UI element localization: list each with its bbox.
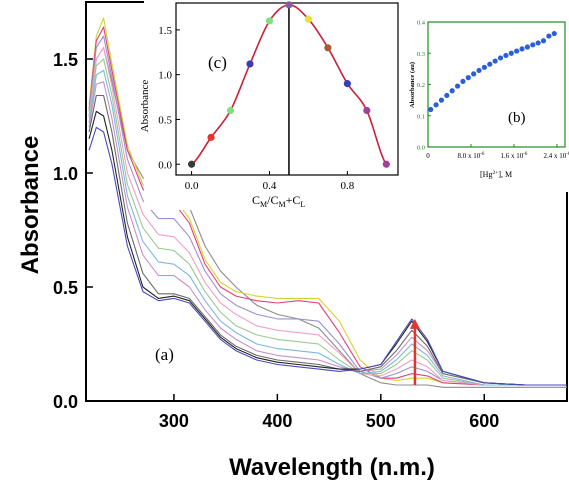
x-tick-label: 400 (262, 411, 292, 431)
inset-b-points (428, 30, 557, 113)
inset-b-point (497, 55, 504, 61)
y-tick-label: 0.0 (53, 392, 78, 412)
panel-label-a: (a) (155, 345, 174, 364)
inset-c-point (187, 160, 196, 168)
y-tick-label: 0.5 (53, 278, 78, 298)
spectrum-series-2 (88, 17, 567, 386)
inset-b-x-tick-label: 1.6 x 10-6 (500, 152, 527, 160)
inset-c-point (246, 60, 254, 68)
inset-b-point (433, 102, 439, 108)
inset-c-point (285, 1, 293, 9)
spectrum-series-6 (88, 58, 567, 386)
inset-b-x-tick-label: 2.4 x 10-6 (543, 152, 569, 160)
inset-b-point (514, 48, 520, 54)
inset-c-point (226, 106, 235, 115)
inset-b-ticks: 0 8.0 x 10-6 1.6 x 10-6 2.4 x 10-6 0.0 0.1 0.2… (417, 20, 569, 161)
inset-c-job-plot: 0.0 0.4 0.8 0.0 0.5 1.0 1.5 (c) Absorbance CM/… (139, 0, 404, 210)
inset-b-point (508, 50, 514, 56)
inset-c-y-tick-label: 0.5 (158, 114, 172, 126)
inset-b-point (444, 92, 450, 99)
inset-c-x-tick-label: 0.0 (185, 180, 199, 192)
inset-b-point (546, 33, 552, 39)
inset-c-point (343, 80, 351, 88)
panel-label-c: (c) (208, 53, 227, 72)
inset-b-point (524, 44, 530, 50)
inset-b-point (428, 106, 434, 113)
inset-c-point (265, 17, 274, 25)
inset-b-point (449, 88, 455, 94)
spectrum-series-3 (88, 26, 567, 386)
inset-b-x-tick-label: 8.0 x 10-6 (458, 152, 485, 160)
inset-b-y-tick-label: 0.2 (417, 82, 425, 89)
spectrum-series-4 (88, 35, 567, 386)
inset-c-x-tick-label: 0.8 (340, 180, 354, 192)
inset-b-background (404, 0, 569, 192)
increase-arrow-head (409, 318, 420, 329)
x-axis-title: Wavelength (n.m.) (229, 454, 435, 481)
spectrum-series-8 (88, 81, 567, 386)
inset-c-points (187, 1, 390, 168)
inset-b-point (460, 78, 466, 84)
inset-c-background (144, 0, 404, 210)
x-tick-label: 300 (159, 411, 189, 431)
main-ticks: 300 400 500 600 0.0 0.5 1.0 1.5 (53, 50, 499, 431)
inset-b-point (540, 38, 547, 44)
inset-b-point (471, 71, 477, 77)
y-tick-label: 1.0 (53, 164, 78, 184)
inset-b-point (519, 46, 525, 52)
inset-b-point (535, 40, 541, 46)
inset-b-point (551, 30, 557, 37)
inset-c-point (324, 44, 332, 52)
inset-b-y-tick-label: 0.4 (417, 20, 426, 27)
inset-b-point (492, 58, 498, 64)
y-axis-title: Absorbance (17, 136, 44, 275)
inset-b-x-tick-label: 0 (426, 152, 430, 160)
inset-c-point (304, 15, 313, 23)
inset-b-y-tick-label: 0.3 (417, 51, 425, 58)
x-tick-label: 600 (469, 411, 499, 431)
x-tick-label: 500 (366, 411, 396, 431)
inset-c-y-tick-label: 1.0 (158, 70, 172, 82)
inset-b-point (438, 97, 445, 103)
inset-b-point (503, 52, 509, 59)
inset-b-y-axis-title: Absorbance (au) (409, 62, 416, 108)
spectrum-series-9 (88, 94, 567, 386)
inset-b-point (481, 64, 488, 70)
main-chart: 300 400 500 600 0.0 0.5 1.0 1.5 (a) Wavelength … (17, 1, 568, 481)
inset-c-x-axis-title: CM/CM+CL (252, 193, 305, 209)
y-tick-label: 1.5 (53, 50, 78, 70)
inset-c-y-tick-label: 0.0 (158, 159, 172, 171)
inset-b-point (465, 75, 471, 81)
inset-b-point (454, 83, 461, 89)
inset-c-x-tick-label: 0.4 (263, 180, 277, 192)
spectrum-series-7 (88, 69, 567, 386)
inset-b-y-tick-label: 0.0 (417, 145, 425, 152)
panel-label-b: (b) (508, 110, 526, 126)
inset-c-ticks: 0.0 0.4 0.8 0.0 0.5 1.0 1.5 (158, 25, 354, 192)
inset-c-point (207, 133, 215, 141)
inset-c-point (382, 160, 390, 168)
inset-c-y-axis-title: Absorbance (139, 80, 151, 133)
inset-b-x-axis-title: [Hg2+], M (480, 170, 512, 179)
inset-b-point (476, 67, 482, 74)
inset-b-point (530, 42, 536, 48)
main-series-group (88, 17, 567, 388)
inset-c-point (363, 106, 371, 115)
inset-c-y-tick-label: 1.5 (158, 25, 172, 37)
spectrum-series-5 (88, 47, 567, 386)
inset-b-point (487, 61, 493, 67)
inset-b-y-tick-label: 0.1 (417, 113, 425, 120)
spectrum-series-1 (88, 47, 567, 388)
spectrum-series-11 (88, 126, 567, 386)
spectrum-series-10 (88, 110, 567, 386)
inset-b-titration: 0 8.0 x 10-6 1.6 x 10-6 2.4 x 10-6 0.0 0.1 0.2… (404, 0, 569, 192)
